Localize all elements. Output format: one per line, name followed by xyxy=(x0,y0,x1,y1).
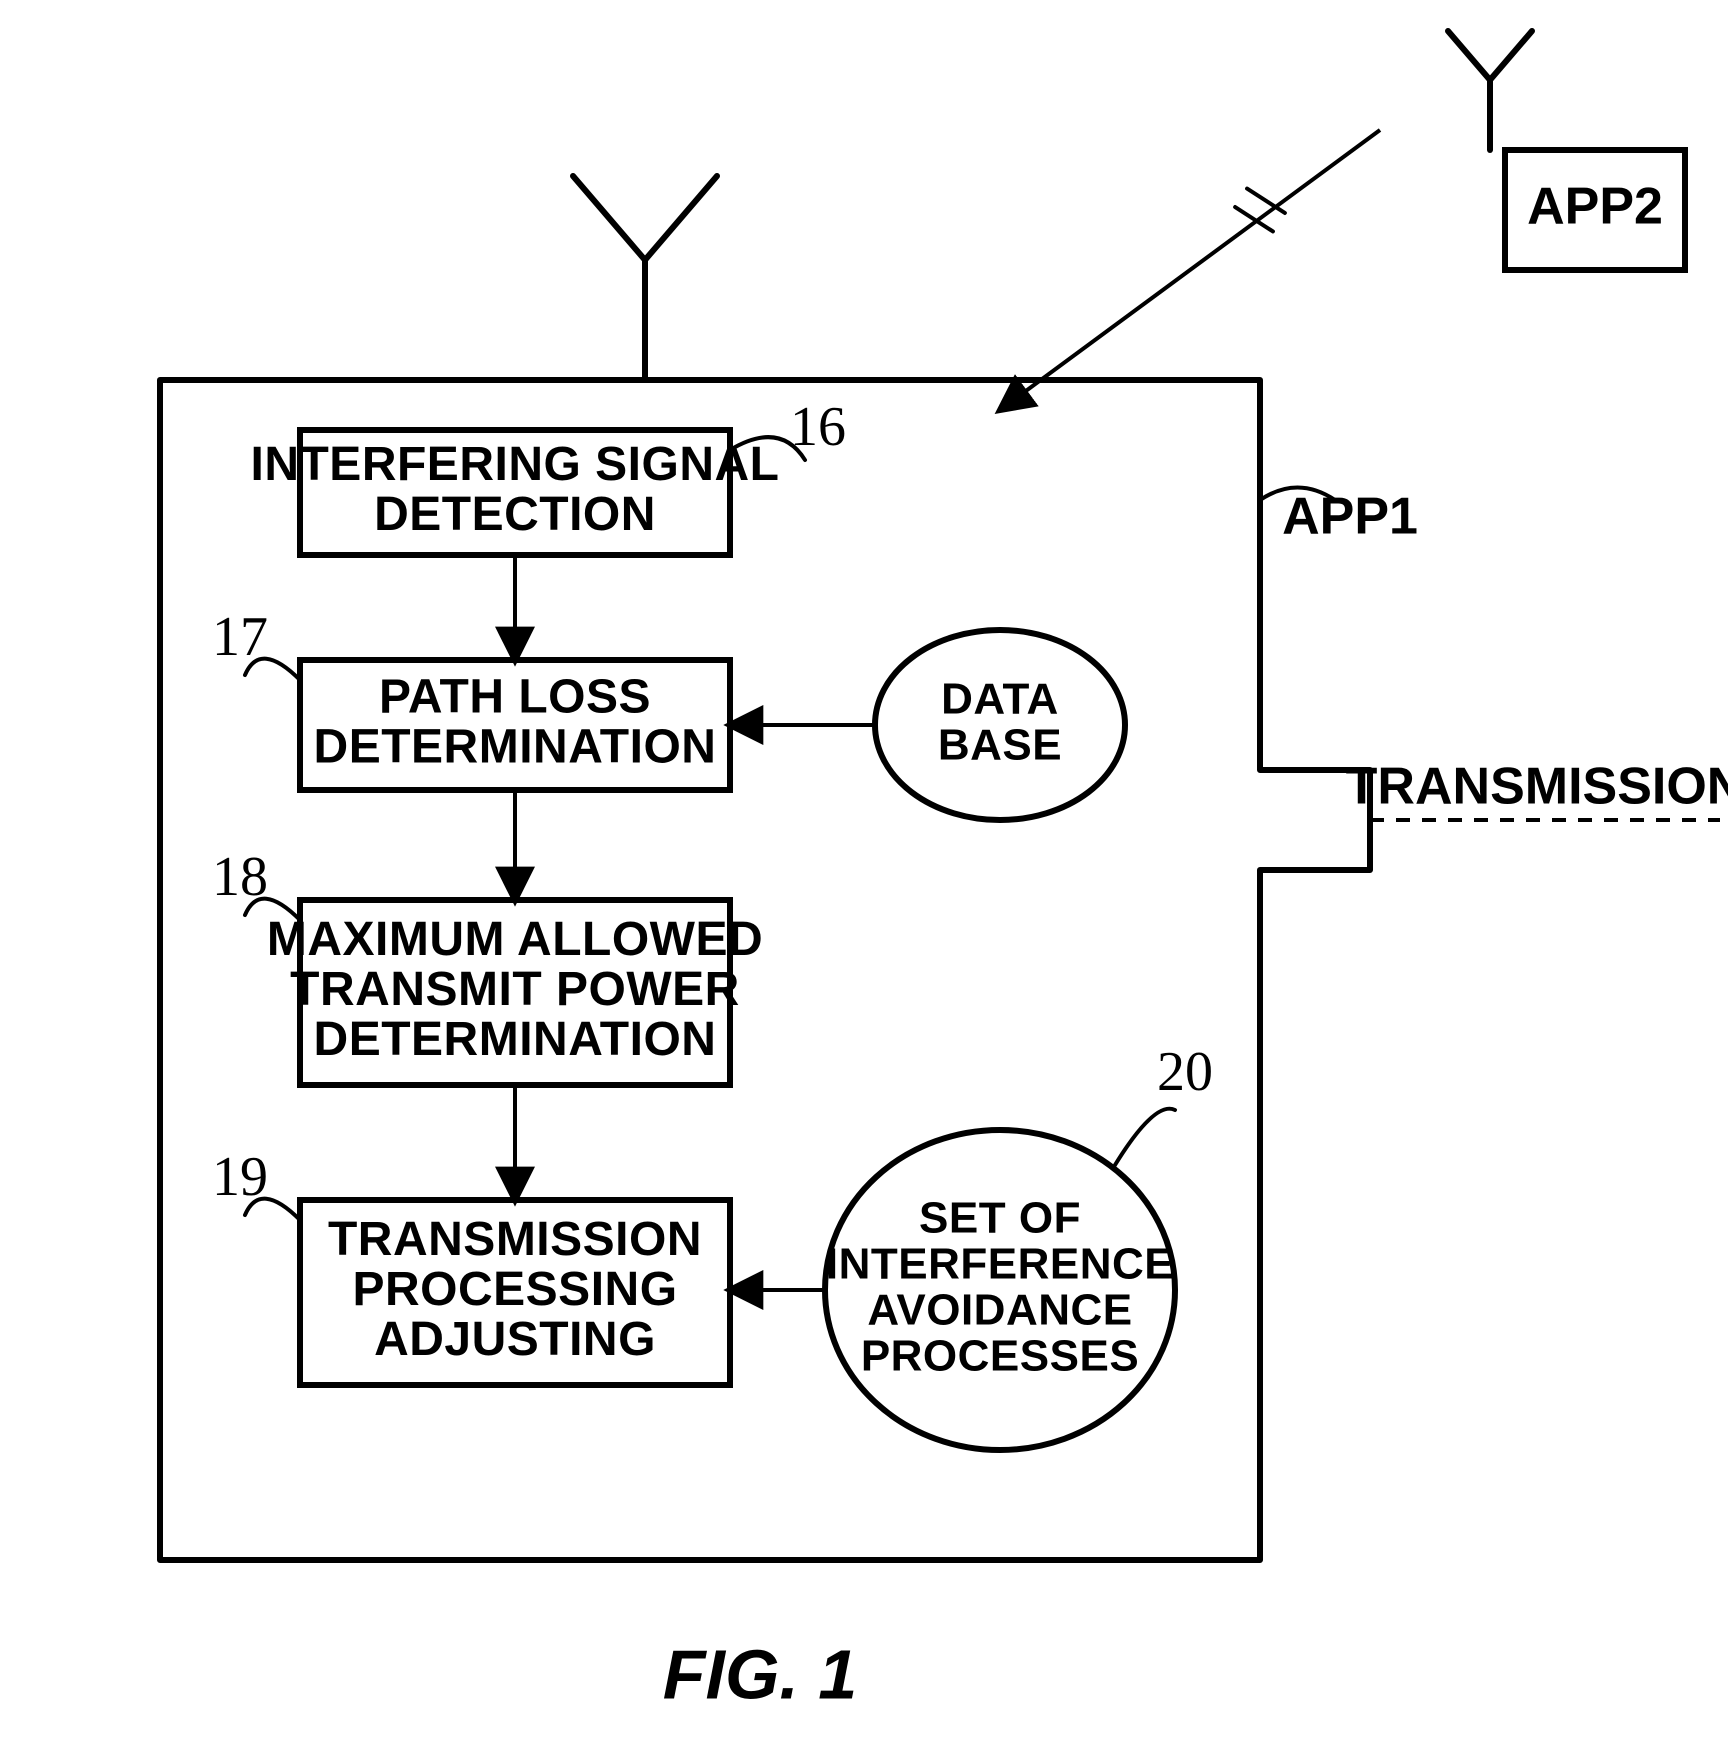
svg-text:TRANSMISSION: TRANSMISSION xyxy=(328,1213,702,1266)
svg-text:PROCESSES: PROCESSES xyxy=(861,1332,1139,1381)
svg-text:SET OF: SET OF xyxy=(919,1194,1081,1243)
diagram-root: APP2APP1TRANSMISSIONINTERFERING SIGNALDE… xyxy=(160,31,1728,1713)
svg-text:BASE: BASE xyxy=(938,721,1062,770)
ref-20: 20 xyxy=(1157,1041,1213,1103)
svg-text:INTERFERENCE: INTERFERENCE xyxy=(826,1240,1174,1289)
svg-text:TRANSMISSION: TRANSMISSION xyxy=(1346,758,1728,816)
svg-text:AVOIDANCE: AVOIDANCE xyxy=(867,1286,1132,1335)
figure-label: FIG. 1 xyxy=(663,1635,857,1713)
svg-text:MAXIMUM ALLOWED: MAXIMUM ALLOWED xyxy=(267,913,763,966)
svg-text:APP2: APP2 xyxy=(1527,178,1663,236)
svg-text:DETECTION: DETECTION xyxy=(374,488,656,541)
wireless-arrow xyxy=(1000,130,1380,410)
svg-text:PATH LOSS: PATH LOSS xyxy=(379,671,651,724)
svg-text:DETERMINATION: DETERMINATION xyxy=(314,721,717,774)
svg-text:PROCESSING: PROCESSING xyxy=(352,1263,677,1316)
svg-text:DATA: DATA xyxy=(941,675,1059,724)
svg-text:APP1: APP1 xyxy=(1282,488,1418,546)
svg-text:TRANSMIT POWER: TRANSMIT POWER xyxy=(290,963,740,1016)
svg-text:DETERMINATION: DETERMINATION xyxy=(314,1013,717,1066)
svg-text:INTERFERING SIGNAL: INTERFERING SIGNAL xyxy=(250,438,779,491)
svg-text:ADJUSTING: ADJUSTING xyxy=(374,1313,656,1366)
